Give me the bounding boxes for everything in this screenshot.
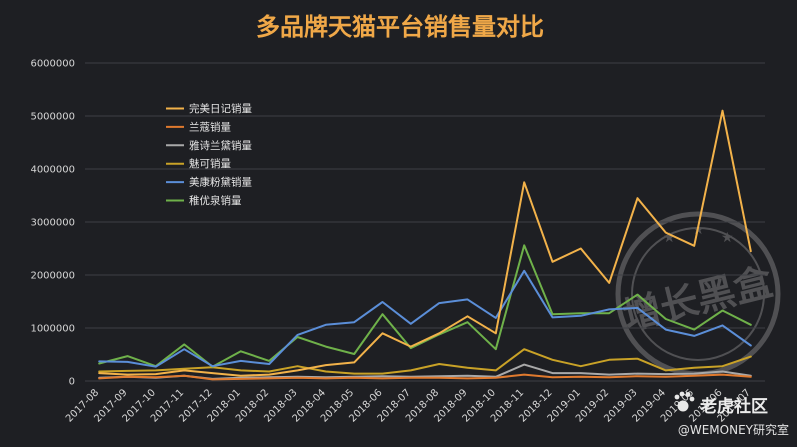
y-axis-tick-labels: 0 1000000 2000000 3000000 4000000 5000000 6000…: [30, 59, 75, 388]
y-tick-label: 0: [69, 377, 75, 388]
legend-label: 雅诗兰黛销量: [189, 139, 252, 152]
y-tick-label: 3000000: [30, 218, 75, 229]
watermark-stamp: ★ ★ ★ 增长黑盒: [615, 211, 781, 377]
series-line-0: [98, 109, 752, 377]
x-axis-tick-labels: 2017-082017-092017-102017-112017-122018-…: [64, 387, 753, 424]
brand-name: 老虎社区: [699, 396, 768, 417]
y-tick-label: 4000000: [30, 165, 75, 176]
legend-label: 稚优泉销量: [189, 194, 242, 207]
legend-label: 兰蔻销量: [189, 120, 231, 133]
y-tick-label: 2000000: [30, 271, 75, 282]
grid-lines: [85, 62, 765, 382]
series-lines: [98, 109, 752, 381]
series-line-3: [98, 348, 752, 375]
series-line-4: [98, 269, 752, 368]
y-tick-label: 5000000: [30, 112, 75, 123]
legend-label: 魅可销量: [189, 157, 231, 170]
legend-label: 完美日记销量: [189, 102, 252, 115]
chart-title: 多品牌天猫平台销售量对比: [256, 13, 544, 41]
y-tick-label: 1000000: [30, 324, 75, 335]
stamp-star-icon: ★: [721, 230, 734, 246]
stamp-star-icon: ★: [663, 230, 676, 246]
legend-label: 美康粉黛销量: [189, 176, 252, 189]
y-tick-label: 6000000: [30, 59, 75, 70]
tiger-paw-icon: [674, 391, 695, 412]
brand-handle: @WEMONEY研究室: [678, 422, 789, 437]
series-line-1: [98, 373, 752, 381]
brand-watermark: 老虎社区 @WEMONEY研究室: [674, 391, 789, 437]
